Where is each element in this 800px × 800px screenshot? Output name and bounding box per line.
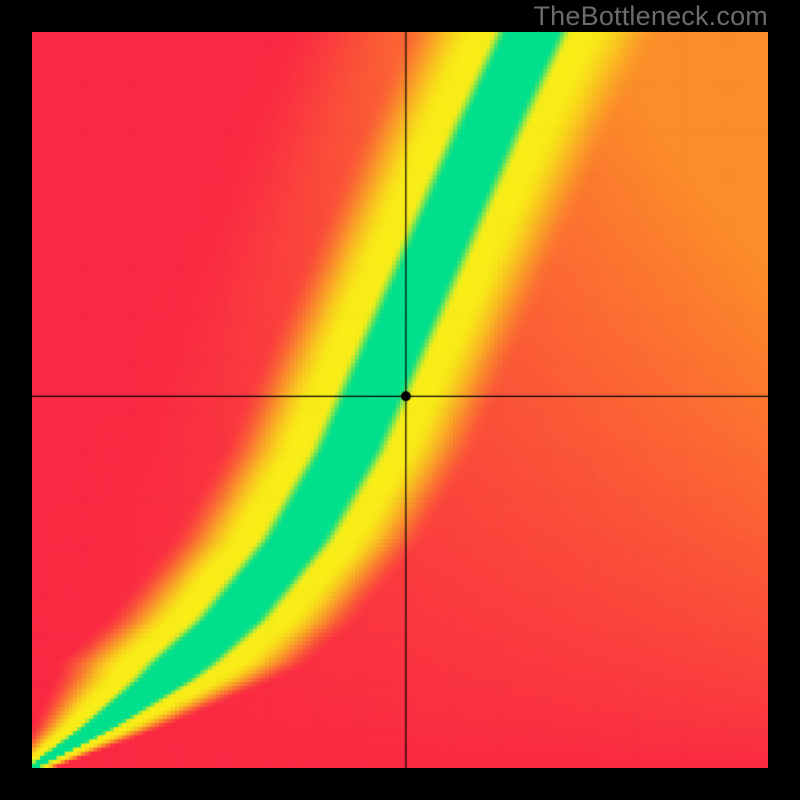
bottleneck-heatmap (32, 32, 768, 768)
watermark-text: TheBottleneck.com (533, 1, 768, 32)
chart-container: TheBottleneck.com (0, 0, 800, 800)
